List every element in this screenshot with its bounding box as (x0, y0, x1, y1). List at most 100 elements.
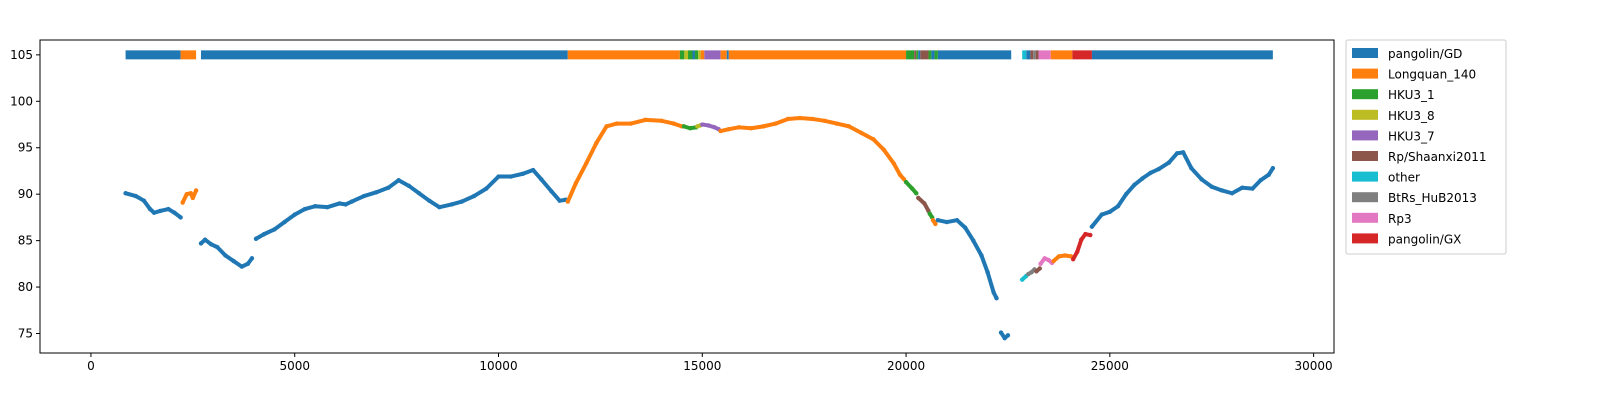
data-point-pangolin-gd (374, 190, 379, 195)
data-point-pangolin-gd (239, 264, 244, 269)
legend-swatch-hku3-1 (1352, 89, 1378, 100)
data-point-pangolin-gd (245, 261, 251, 267)
data-point-longquan-140 (188, 191, 193, 196)
data-point-pangolin-gd (1219, 188, 1225, 193)
data-point-pangolin-gd (253, 236, 259, 241)
data-point-pangolin-gd (1174, 151, 1180, 156)
top-bar-segment-rp3 (1038, 50, 1051, 60)
data-point-other (1020, 277, 1025, 282)
data-point-longquan-140 (933, 221, 938, 227)
data-point-pangolin-gd (979, 253, 984, 258)
data-point-pangolin-gd (1199, 177, 1204, 182)
data-point-pangolin-gd (962, 225, 968, 230)
data-point-hku3-1 (903, 179, 909, 185)
data-point-pangolin-gd (449, 202, 454, 207)
data-point-pangolin-gd (994, 296, 999, 301)
data-point-pangolin-gd (1107, 209, 1113, 215)
legend-swatch-pangolin-gd (1352, 48, 1378, 58)
data-point-pangolin-gd (172, 210, 177, 215)
top-bar-segment-pangolin-gx (1072, 50, 1092, 60)
y-tick-label: 90 (18, 187, 33, 201)
data-point-hku3-1 (927, 211, 932, 216)
legend-swatch-rp3 (1352, 212, 1378, 223)
legend-swatch-hku3-7 (1352, 130, 1378, 141)
legend-label-longquan-140: Longquan_140 (1388, 68, 1476, 82)
data-point-pangolin-gd (158, 208, 163, 214)
data-point-longquan-140 (736, 125, 742, 130)
data-point-longquan-140 (930, 217, 936, 223)
top-bar-segment-hku3-1 (679, 50, 685, 60)
data-point-pangolin-gd (133, 193, 138, 199)
data-point-pangolin-gd (935, 217, 941, 223)
legend-label-btrs-hub2013: BtRs_HuB2013 (1388, 191, 1477, 205)
series-line-pangolin-gd (198, 237, 254, 269)
series-line-longquan-140 (1051, 253, 1074, 264)
data-point-pangolin-gd (985, 269, 990, 275)
data-point-longquan-140 (761, 124, 766, 129)
data-point-pangolin-gd (1132, 182, 1137, 188)
plot-area (123, 50, 1276, 341)
data-point-longquan-140 (1051, 258, 1056, 264)
top-bar-segment-btrs-hub2013 (1033, 50, 1036, 60)
data-point-pangolin-gd (1140, 176, 1145, 181)
data-point-pangolin-gd (302, 206, 308, 212)
top-bar-segment-longquan-140 (1050, 50, 1073, 60)
data-point-pangolin-gd (202, 237, 208, 242)
data-point-longquan-140 (785, 116, 791, 122)
data-point-longquan-140 (573, 180, 579, 186)
legend-swatch-pangolin-gx (1352, 233, 1378, 244)
top-bar-segment-pangolin-gd (692, 50, 695, 60)
data-point-rp-shaanxi2011 (1034, 269, 1039, 274)
top-bar-segment-longquan-140 (720, 50, 727, 60)
data-point-pangolin-gd (282, 219, 287, 225)
top-bar-segment-pangolin-gd (1026, 50, 1031, 60)
x-tick-label: 10000 (479, 359, 517, 373)
data-point-pangolin-gd (1266, 172, 1271, 177)
data-point-pangolin-gx (1083, 231, 1088, 237)
data-point-pangolin-gd (396, 178, 401, 183)
data-point-longquan-140 (628, 121, 634, 126)
plot-content (123, 50, 1276, 341)
data-point-pangolin-gd (1258, 178, 1263, 183)
data-point-pangolin-gd (325, 204, 330, 210)
data-point-rp-shaanxi2011 (916, 195, 921, 201)
data-point-pangolin-gd (1209, 184, 1214, 189)
axes-frame (39, 39, 1335, 354)
data-point-pangolin-gd (151, 210, 157, 215)
legend-box (1345, 39, 1507, 255)
data-point-pangolin-gd (231, 258, 236, 264)
data-point-pangolin-gd (1156, 166, 1161, 172)
data-point-pangolin-gd (406, 183, 412, 189)
top-bar-segment-rp-shaanxi2011 (1030, 50, 1034, 60)
x-tick-label: 5000 (279, 359, 310, 373)
data-point-pangolin-gd (484, 186, 489, 191)
data-point-longquan-140 (583, 161, 589, 166)
legend-label-hku3-7: HKU3_7 (1388, 129, 1435, 143)
top-bar-segment-pangolin-gd (726, 50, 729, 60)
data-point-pangolin-gd (249, 256, 255, 261)
data-point-btrs-hub2013 (1026, 271, 1031, 277)
top-bar-segment-longquan-140 (728, 50, 907, 60)
series-line-pangolin-gd (254, 168, 568, 241)
data-point-hku3-1 (687, 126, 693, 131)
data-point-hku3-7 (706, 123, 711, 128)
data-point-pangolin-gd (198, 241, 204, 246)
data-point-longquan-140 (184, 191, 189, 197)
data-point-pangolin-gd (292, 212, 297, 217)
data-point-longquan-140 (773, 121, 778, 126)
data-point-pangolin-gd (337, 201, 342, 206)
data-point-pangolin-gd (539, 177, 544, 182)
top-bar-segment-longquan-140 (700, 50, 705, 60)
y-tick-label: 95 (18, 141, 33, 155)
data-point-longquan-140 (822, 118, 827, 124)
data-point-pangolin-gd (123, 191, 128, 196)
data-point-longquan-140 (881, 147, 886, 152)
data-point-pangolin-gd (471, 193, 477, 199)
data-point-rp3 (1042, 256, 1047, 261)
series-line-pangolin-gd (935, 218, 999, 301)
top-bar-segment-pangolin-gd (937, 50, 1012, 60)
data-point-longquan-140 (897, 172, 903, 177)
data-point-pangolin-gd (1189, 165, 1194, 171)
top-bar-segment-hku3-1 (928, 50, 932, 60)
